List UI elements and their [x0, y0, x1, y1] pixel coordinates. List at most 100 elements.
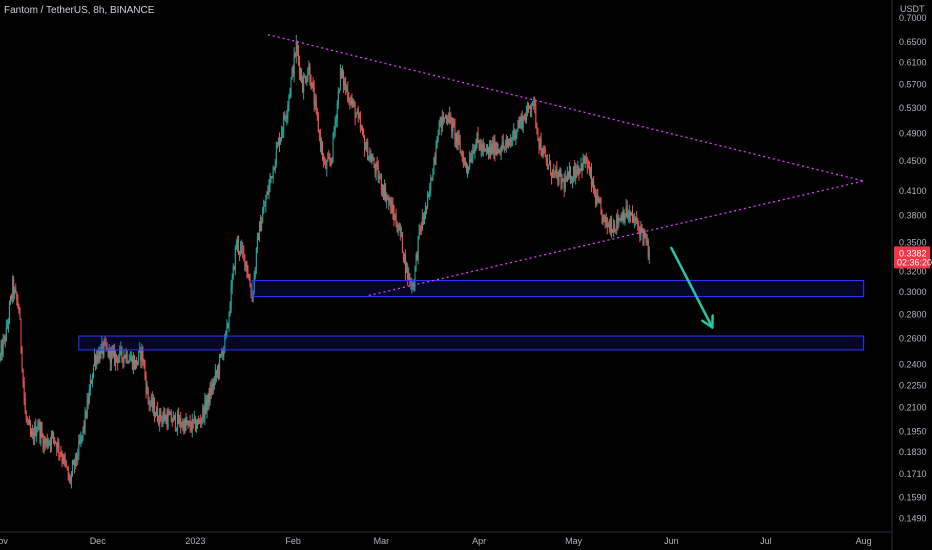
price-tick-label: 0.1950 [899, 427, 927, 437]
candle-body [105, 342, 107, 348]
candle-body [560, 172, 562, 184]
candle-body [368, 156, 370, 160]
candle-body [574, 166, 576, 179]
candle-body [194, 416, 196, 430]
candle-body [629, 212, 631, 216]
candle-body [61, 455, 63, 460]
candle-body [3, 336, 5, 340]
candle-body [616, 215, 618, 230]
candle-body [335, 119, 337, 123]
candle-body [621, 215, 623, 222]
candle-body [247, 271, 249, 278]
candle-body [138, 351, 140, 362]
candle-body [509, 143, 511, 145]
candle-body [162, 417, 164, 422]
candle-body [191, 419, 193, 431]
candle-body [547, 164, 549, 167]
candle-body [305, 77, 307, 83]
candle-body [203, 407, 205, 419]
candle-body [121, 347, 123, 358]
candle-body [444, 117, 446, 119]
candle-body [178, 414, 180, 424]
candle-body [637, 221, 639, 227]
candle-body [296, 42, 298, 51]
candle-body [281, 132, 283, 138]
candle-body [506, 141, 508, 143]
candle-body [179, 418, 181, 424]
chart-title: Fantom / TetherUS, 8h, BINANCE [4, 5, 155, 16]
candle-body [607, 224, 609, 227]
candle-body [460, 151, 462, 153]
candle-body [215, 371, 217, 375]
candle-body [567, 172, 569, 176]
candle-body [357, 110, 359, 116]
candle-body [402, 252, 404, 260]
candle-body [463, 160, 465, 166]
candle-body [302, 81, 304, 93]
candle-body [437, 134, 439, 143]
candle-body [595, 194, 597, 206]
candle-body [64, 456, 66, 462]
candle-body [99, 351, 101, 359]
candle-body [232, 266, 234, 278]
candle-body [165, 416, 167, 421]
candle-body [241, 246, 243, 248]
candle-body [613, 224, 615, 233]
candle-body [96, 355, 98, 365]
candle-body [430, 177, 432, 191]
candle-body [49, 441, 51, 446]
candle-body [373, 158, 375, 167]
candle-body [618, 219, 620, 224]
candle-body [123, 355, 125, 363]
candle-body [150, 397, 152, 404]
candle-body [610, 223, 612, 232]
candle-body [498, 149, 500, 151]
candle-body [74, 461, 76, 467]
candle-body [297, 50, 299, 61]
candle-body [638, 226, 640, 228]
candle-body [267, 192, 269, 194]
candle-body [239, 251, 241, 254]
candle-body [434, 158, 436, 160]
candle-body [57, 442, 59, 450]
candle-body [431, 177, 433, 181]
time-axis[interactable]: ov Dec 2023 Feb Mar Apr May Jun Jul Aug [0, 536, 872, 546]
price-tick-label: 0.2400 [899, 359, 927, 369]
candle-body [450, 114, 452, 118]
candle-body [347, 88, 349, 100]
candle-body [592, 179, 594, 186]
candle-body [505, 141, 507, 145]
candle-body [343, 72, 345, 87]
candle-body [485, 149, 487, 151]
candle-body [411, 280, 413, 290]
candle-body [553, 169, 555, 171]
price-axis[interactable]: USDT 0.7000 0.6500 0.6100 0.5700 0.5300 0.490… [899, 4, 927, 524]
candle-body [472, 150, 474, 158]
candle-body [288, 96, 290, 106]
candle-body [518, 123, 520, 127]
candle-body [391, 204, 393, 213]
candle-body [102, 342, 104, 354]
candle-body [334, 122, 336, 132]
candle-body [93, 364, 95, 376]
candle-body [382, 189, 384, 197]
candle-body [274, 163, 276, 170]
candle-body [349, 100, 351, 104]
candle-body [160, 409, 162, 419]
candle-body [455, 133, 457, 140]
candle-body [282, 130, 284, 133]
candle-body [170, 412, 172, 422]
candle-body [39, 421, 41, 439]
candle-body [56, 443, 58, 450]
candle-body [66, 466, 68, 470]
candle-body [589, 170, 591, 172]
candle-body [564, 178, 566, 190]
plot-area[interactable] [0, 33, 865, 489]
candle-body [491, 144, 493, 154]
candle-body [22, 370, 24, 382]
price-tick-label: 0.1490 [899, 514, 927, 524]
last-price-value: 0.3382 [899, 248, 927, 258]
candle-body [464, 160, 466, 163]
